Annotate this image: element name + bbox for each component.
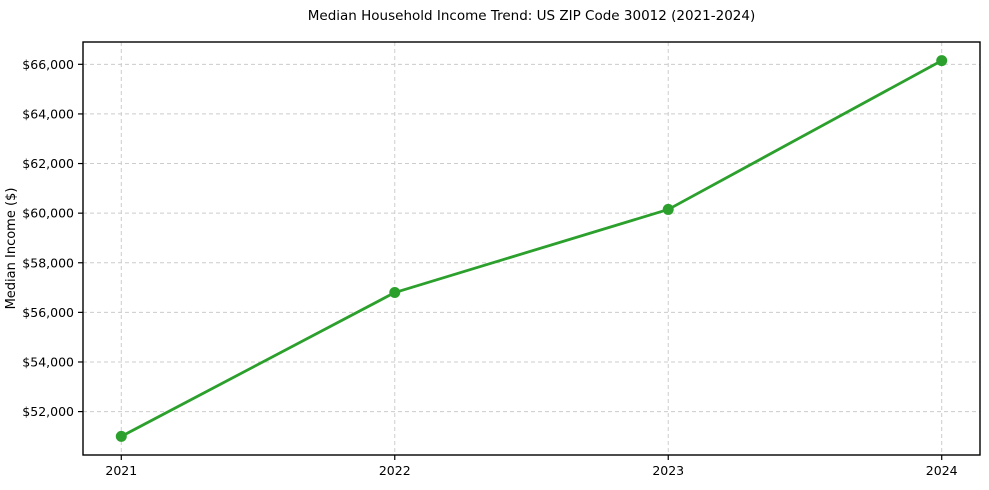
y-tick-label: $60,000 — [22, 206, 74, 221]
y-axis-label: Median Income ($) — [4, 188, 19, 310]
y-tick-label: $58,000 — [22, 255, 74, 270]
x-tick-label: 2022 — [379, 463, 411, 478]
data-point-marker — [115, 430, 127, 442]
y-tick-label: $64,000 — [22, 106, 74, 121]
chart-title: Median Household Income Trend: US ZIP Co… — [307, 8, 756, 24]
data-point-marker — [936, 55, 948, 67]
y-tick-label: $54,000 — [22, 354, 74, 369]
y-tick-label: $66,000 — [22, 57, 74, 72]
y-tick-label: $56,000 — [22, 305, 74, 320]
x-tick-label: 2024 — [926, 463, 958, 478]
x-tick-label: 2021 — [105, 463, 137, 478]
income-trend-line — [119, 59, 944, 438]
data-point-marker — [662, 203, 674, 215]
data-point-marker — [389, 287, 401, 299]
y-tick-label: $62,000 — [22, 156, 74, 171]
y-tick-label: $52,000 — [22, 404, 74, 419]
axes-box — [82, 41, 981, 456]
x-tick-label: 2023 — [652, 463, 684, 478]
